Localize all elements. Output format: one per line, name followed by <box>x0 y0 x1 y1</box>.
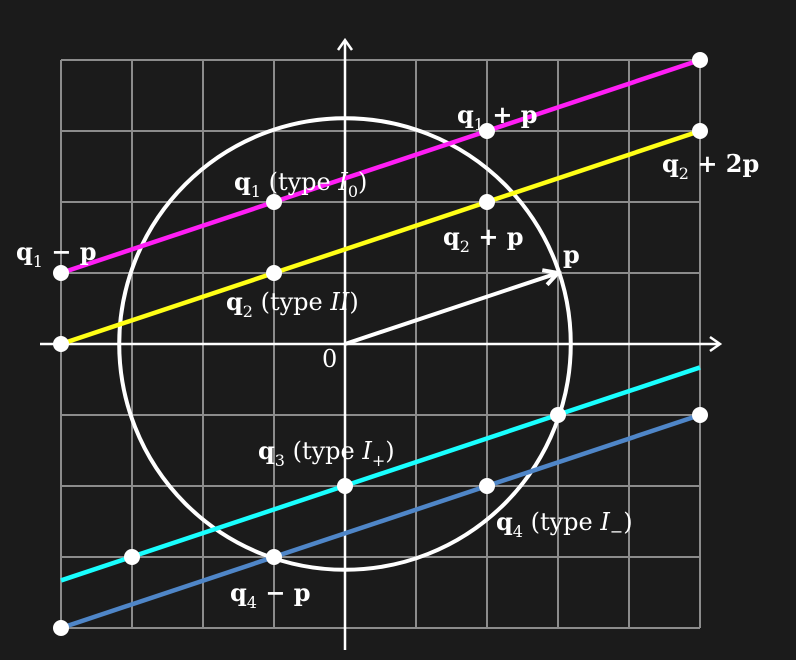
point-q2-plus-2p <box>692 123 708 139</box>
line-q4 <box>60 412 701 631</box>
label-q1: q1 (type I0) <box>234 167 367 201</box>
label-q2-plus-p: q2 + p <box>443 222 524 256</box>
point-q2-minus-p <box>53 336 69 352</box>
label-q1-plus-p: q1 + p <box>457 100 538 134</box>
line-q2 <box>60 128 701 347</box>
line-q1 <box>60 57 701 276</box>
axes <box>40 37 723 650</box>
point-q1 <box>266 194 282 210</box>
point-q3-minus-p <box>124 549 140 565</box>
label-q4-minus-p: q4 − p <box>230 578 311 612</box>
label-q2-plus-2p: q2 + 2p <box>662 149 759 183</box>
label-q3: q3 (type I+) <box>258 436 395 470</box>
vector-p <box>344 268 562 346</box>
point-q1-minus-p <box>53 265 69 281</box>
point-q4 <box>479 478 495 494</box>
point-q4-minus-2p <box>53 620 69 636</box>
line-q3 <box>60 365 701 583</box>
point-q3-plus-p <box>550 407 566 423</box>
point-q4-plus-p <box>692 407 708 423</box>
labels: q1 − p q1 (type I0) q1 + p q2 (type II) … <box>16 100 759 612</box>
label-q2: q2 (type II) <box>226 287 359 321</box>
vector-p-arrowhead <box>541 268 562 287</box>
vector-p-shaft <box>344 272 555 346</box>
circle <box>117 116 573 572</box>
label-p: p <box>563 240 580 269</box>
label-q4: q4 (type I−) <box>496 507 633 541</box>
point-q4-minus-p <box>266 549 282 565</box>
label-q1-minus-p: q1 − p <box>16 237 97 271</box>
label-origin: 0 <box>322 345 337 373</box>
point-q2-plus-p <box>479 194 495 210</box>
circle-layer <box>117 116 573 572</box>
points <box>53 52 708 636</box>
point-q3 <box>337 478 353 494</box>
x-axis-arrowhead <box>709 335 723 353</box>
y-axis-arrowhead <box>336 37 354 51</box>
point-q1-plus-2p <box>692 52 708 68</box>
point-q2 <box>266 265 282 281</box>
lines <box>60 57 701 631</box>
point-q1-plus-p <box>479 123 495 139</box>
